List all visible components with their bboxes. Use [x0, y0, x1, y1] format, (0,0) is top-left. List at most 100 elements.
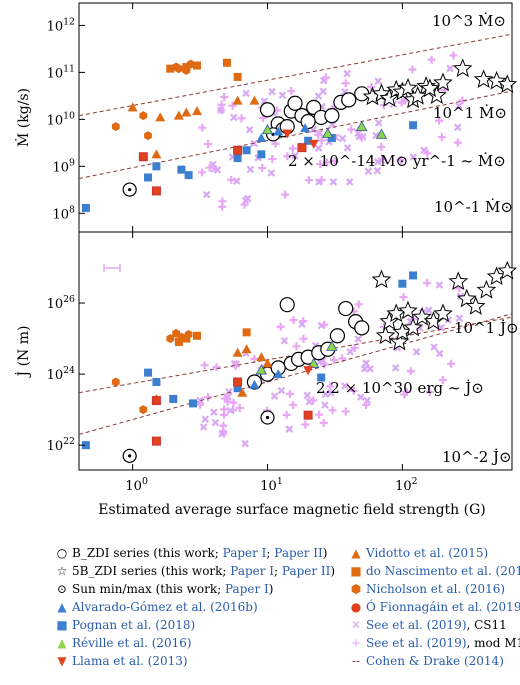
data-point: [398, 279, 407, 288]
data-point: [375, 128, 388, 139]
see-cs11-point: [327, 389, 335, 397]
see-m15-point: [396, 156, 405, 165]
see-cs11-point: [345, 178, 354, 186]
data-point: [341, 92, 357, 108]
see-cs11-point: [232, 177, 241, 185]
data-point: [473, 69, 494, 88]
data-point: [407, 85, 428, 105]
x-tick-label: 100: [125, 476, 148, 494]
see-cs11-point: [315, 178, 323, 186]
see-m15-point: [397, 98, 406, 107]
mdot-panel: 108 109 1010 1011 1012 Ṁ (kg/s) 10^3 Ṁ⊙ 10^1 Ṁ⊙…: [14, 2, 518, 233]
see-m15-point: [378, 155, 387, 164]
data-point: [241, 344, 252, 354]
see-m15-point: [319, 418, 328, 427]
y-tick-label: 1026: [47, 294, 75, 312]
see-cs11-point: [446, 64, 454, 73]
data-point: [233, 377, 243, 387]
see-cs11-point: [374, 77, 382, 85]
data-point: [306, 99, 322, 115]
see-cs11-point: [366, 365, 374, 373]
data-point: [409, 121, 418, 130]
data-point: [497, 260, 518, 280]
data-point: [409, 271, 418, 280]
data-point: [184, 171, 193, 180]
see-m15-point: [205, 163, 214, 172]
data-point: [452, 58, 473, 77]
data-point: [262, 358, 273, 368]
see-m15-point: [219, 421, 228, 430]
see-m15-point: [314, 130, 323, 139]
annotation: 10^-2 J̇⊙: [442, 448, 512, 466]
annotation: 10^1 J̇⊙: [454, 319, 519, 337]
see-cs11-point: [201, 415, 210, 424]
data-point: [398, 300, 418, 320]
y-tick-label: 1024: [47, 365, 75, 383]
see-m15-point: [258, 164, 267, 173]
data-point: [232, 347, 243, 357]
see-m15-point: [399, 293, 408, 302]
see-m15-point: [320, 320, 329, 329]
see-m15-point: [250, 354, 259, 363]
y-tick-label: 1010: [47, 110, 75, 128]
see-cs11-point: [391, 364, 400, 372]
data-point: [242, 146, 251, 155]
see-m15-point: [217, 100, 226, 109]
data-point: [182, 334, 191, 343]
data-point: [128, 454, 132, 458]
see-cs11-point: [374, 119, 383, 127]
data-point: [420, 78, 440, 98]
data-point: [265, 415, 270, 420]
see-m15-point: [200, 361, 209, 370]
data-point: [338, 300, 354, 317]
see-cs11-point: [210, 408, 218, 416]
see-cs11-point: [218, 429, 226, 438]
see-cs11-point: [285, 425, 294, 433]
data-point: [308, 357, 320, 368]
see-m15-point: [282, 410, 291, 419]
see-cs11-point: [435, 349, 444, 358]
data-point: [273, 369, 284, 379]
see-m15-point: [227, 175, 236, 184]
see-cs11-point: [303, 391, 312, 400]
see-cs11-point: [202, 190, 211, 199]
y-axis-label: J̇ (N m): [14, 326, 32, 379]
y-tick-label: 1011: [47, 63, 75, 81]
data-point: [486, 70, 507, 90]
see-m15-point: [198, 123, 207, 132]
data-point: [389, 331, 410, 351]
data-point: [304, 136, 313, 145]
see-cs11-point: [362, 359, 370, 367]
see-m15-point: [220, 405, 229, 414]
data-point: [233, 154, 242, 163]
data-point: [354, 320, 370, 336]
see-cs11-point: [319, 87, 327, 96]
data-point: [155, 112, 166, 122]
data-point: [297, 143, 307, 153]
data-point: [188, 399, 197, 408]
see-m15-point: [349, 386, 358, 395]
see-cs11-point: [270, 392, 279, 400]
data-point: [317, 373, 326, 382]
data-point: [273, 126, 284, 136]
see-m15-point: [220, 93, 229, 102]
x-tick-label: 102: [395, 476, 418, 494]
see-m15-point: [425, 388, 434, 397]
see-m15-point: [281, 190, 290, 199]
data-point: [329, 328, 346, 344]
data-point: [128, 187, 132, 192]
see-m15-point: [435, 116, 444, 125]
data-point: [256, 352, 267, 362]
data-point: [186, 59, 195, 69]
data-point: [476, 279, 497, 299]
data-point: [375, 325, 396, 345]
data-point: [261, 123, 274, 135]
data-point: [174, 64, 183, 74]
data-point: [497, 74, 518, 93]
data-point: [111, 377, 120, 387]
y-tick-label: 1022: [47, 436, 75, 454]
see-m15-point: [330, 355, 339, 364]
data-point: [287, 95, 303, 111]
see-m15-point: [287, 86, 296, 95]
